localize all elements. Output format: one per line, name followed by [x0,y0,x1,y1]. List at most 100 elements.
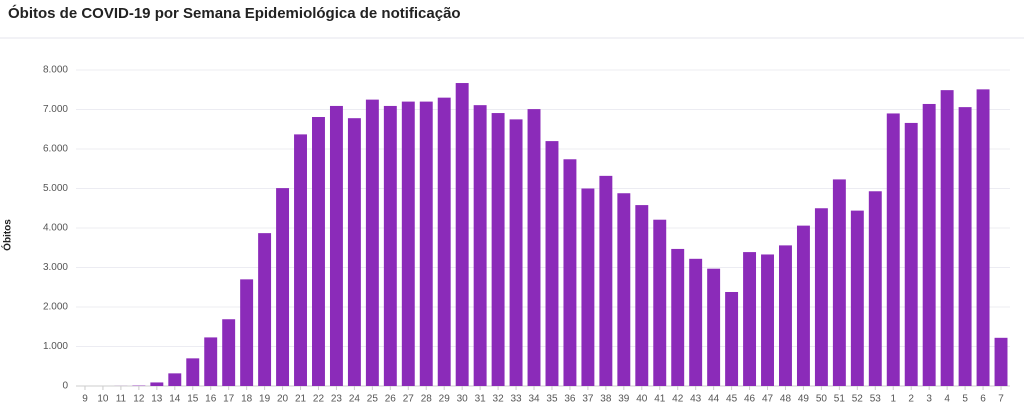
x-tick-label: 29 [439,394,451,405]
x-tick-label: 9 [82,394,88,405]
x-tick-label: 39 [618,394,630,405]
bar [150,382,164,386]
bar [168,373,182,386]
bar [276,188,290,386]
x-tick-label: 2 [908,394,914,405]
x-tick-label: 38 [600,394,612,405]
bar [581,188,595,386]
x-tick-label: 35 [546,394,558,405]
bar [868,191,882,386]
bar [204,337,218,386]
bar [599,175,613,386]
bar [922,103,936,386]
bar [671,248,685,386]
bar [491,113,505,387]
x-tick-label: 20 [277,394,289,405]
bar [312,117,325,386]
bar [832,179,846,386]
x-tick-label: 28 [421,394,433,405]
y-tick-label: 8.000 [43,65,68,76]
x-tick-label: 17 [223,394,235,405]
x-tick-label: 48 [780,394,792,405]
bar [958,107,972,386]
x-tick-label: 18 [241,394,253,405]
chart-title: Óbitos de COVID-19 por Semana Epidemioló… [8,4,461,22]
x-tick-label: 24 [349,394,361,405]
bar [383,105,397,386]
bar [365,99,379,386]
bar [904,122,918,387]
bar [994,337,1008,386]
y-tick-label: 5.000 [43,183,68,194]
bar [401,101,415,386]
bar [689,258,703,386]
bar [940,90,954,387]
bar [294,134,307,386]
x-tick-label: 5 [962,394,968,405]
x-tick-label: 45 [726,394,738,405]
y-tick-label: 6.000 [43,144,68,155]
x-tick-label: 1 [890,394,896,405]
x-tick-label: 12 [133,394,145,405]
bar [761,254,774,386]
bar [725,291,739,386]
bar [186,358,200,386]
bar [437,97,451,387]
x-tick-label: 10 [97,394,109,405]
y-tick-label: 4.000 [43,223,68,234]
x-tick-label: 50 [816,394,828,405]
bar [240,279,254,386]
y-tick-label: 0 [62,381,68,392]
bar [635,205,649,386]
bar [886,113,900,386]
bar [796,225,810,386]
y-tick-label: 3.000 [43,262,68,273]
bar [455,83,469,386]
bar [222,319,236,386]
x-tick-label: 21 [295,394,307,405]
x-tick-label: 53 [870,394,882,405]
x-tick-label: 32 [493,394,505,405]
x-tick-label: 51 [834,394,846,405]
x-tick-label: 25 [367,394,379,405]
x-tick-label: 44 [708,394,720,405]
bar [743,252,757,386]
x-tick-label: 43 [690,394,702,405]
x-tick-label: 34 [528,394,540,405]
x-tick-label: 6 [980,394,986,405]
bar [563,159,577,386]
x-tick-label: 3 [926,394,932,405]
x-tick-label: 13 [151,394,163,405]
bar [779,245,792,386]
x-tick-label: 7 [998,394,1004,405]
bar [653,219,667,386]
x-tick-label: 27 [403,394,415,405]
bar [347,118,361,386]
bar [814,208,828,386]
bar [509,119,523,386]
y-tick-label: 1.000 [43,341,68,352]
bar [473,105,487,386]
x-tick-label: 14 [169,394,181,405]
x-tick-label: 19 [259,394,271,405]
bar [419,101,433,386]
x-tick-label: 23 [331,394,343,405]
x-tick-label: 11 [116,394,127,405]
x-tick-label: 36 [564,394,576,405]
x-tick-label: 47 [762,394,774,405]
bar [258,233,272,386]
x-tick-label: 33 [510,394,522,405]
bar [545,141,559,386]
x-tick-label: 16 [205,394,217,405]
x-tick-label: 41 [654,394,666,405]
x-tick-label: 40 [636,394,648,405]
y-tick-label: 2.000 [43,302,68,313]
bar [850,210,864,386]
x-tick-label: 15 [187,394,199,405]
y-axis-label: Óbitos [1,219,14,251]
x-tick-label: 37 [582,394,594,405]
bar [329,105,343,386]
y-tick-label: 7.000 [43,104,68,115]
x-tick-label: 42 [672,394,684,405]
